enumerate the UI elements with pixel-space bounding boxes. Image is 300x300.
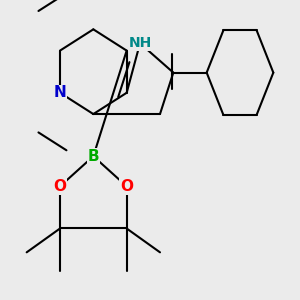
- Text: NH: NH: [128, 36, 152, 50]
- Text: O: O: [53, 179, 67, 194]
- Text: O: O: [120, 179, 133, 194]
- Text: N: N: [54, 85, 66, 100]
- Text: B: B: [88, 149, 99, 164]
